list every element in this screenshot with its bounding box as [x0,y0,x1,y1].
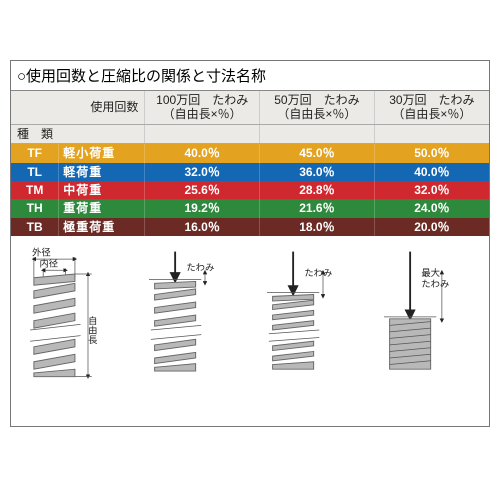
row-v50: 28.8％ [260,181,375,199]
col-50: 50万回 たわみ （自由長×％） [260,91,375,124]
row-type: 軽荷重 [59,163,145,181]
row-v100: 16.0％ [145,218,260,236]
row-v50: 45.0％ [260,144,375,163]
spring-diagrams: 外径 内径 [11,236,489,426]
free-len-label: 自由長 [86,315,97,345]
table-header: 使用回数 100万回 たわみ （自由長×％） 50万回 たわみ （自由長×％） … [11,91,489,144]
max-defl-label-2: たわみ [422,279,450,289]
usage-count-label: 使用回数 [90,100,138,114]
row-code: TF [11,144,59,163]
spring-free-length: 外径 内径 [19,246,129,386]
row-v100: 19.2％ [145,199,260,217]
compression-table: 使用回数 100万回 たわみ （自由長×％） 50万回 たわみ （自由長×％） … [11,91,489,236]
outer-d-label: 外径 [32,246,51,257]
table-body: TF軽小荷重40.0％45.0％50.0％TL軽荷重32.0％36.0％40.0… [11,144,489,236]
row-code: TM [11,181,59,199]
row-v50: 36.0％ [260,163,375,181]
table-row: TF軽小荷重40.0％45.0％50.0％ [11,144,489,163]
row-v100: 40.0％ [145,144,260,163]
row-v30: 24.0％ [374,199,489,217]
row-type: 軽小荷重 [59,144,145,163]
row-code: TB [11,218,59,236]
table-row: TH重荷重19.2％21.6％24.0％ [11,199,489,217]
table-row: TL軽荷重32.0％36.0％40.0％ [11,163,489,181]
row-v50: 18.0％ [260,218,375,236]
row-type: 極重荷重 [59,218,145,236]
defl-label-1: たわみ [187,262,215,272]
row-v50: 21.6％ [260,199,375,217]
col-30: 30万回 たわみ （自由長×％） [374,91,489,124]
row-code: TL [11,163,59,181]
type-label: 種 類 [17,127,53,141]
row-type: 中荷重 [59,181,145,199]
row-v30: 20.0％ [374,218,489,236]
spring-max-deflection: 最大 たわみ [371,246,481,386]
row-v100: 32.0％ [145,163,260,181]
chart-frame: ○使用回数と圧縮比の関係と寸法名称 使用回数 100万回 たわみ （自由長×％）… [10,60,490,427]
spring-deflection-1: たわみ [136,246,246,386]
col-100: 100万回 たわみ （自由長×％） [145,91,260,124]
row-v30: 40.0％ [374,163,489,181]
table-row: TB極重荷重16.0％18.0％20.0％ [11,218,489,236]
max-defl-label-1: 最大 [422,267,441,278]
row-v100: 25.6％ [145,181,260,199]
defl-label-2: たわみ [304,268,332,278]
row-v30: 32.0％ [374,181,489,199]
spring-deflection-2: たわみ [254,246,364,386]
row-code: TH [11,199,59,217]
chart-title: ○使用回数と圧縮比の関係と寸法名称 [11,61,489,91]
row-v30: 50.0％ [374,144,489,163]
row-type: 重荷重 [59,199,145,217]
table-row: TM中荷重25.6％28.8％32.0％ [11,181,489,199]
